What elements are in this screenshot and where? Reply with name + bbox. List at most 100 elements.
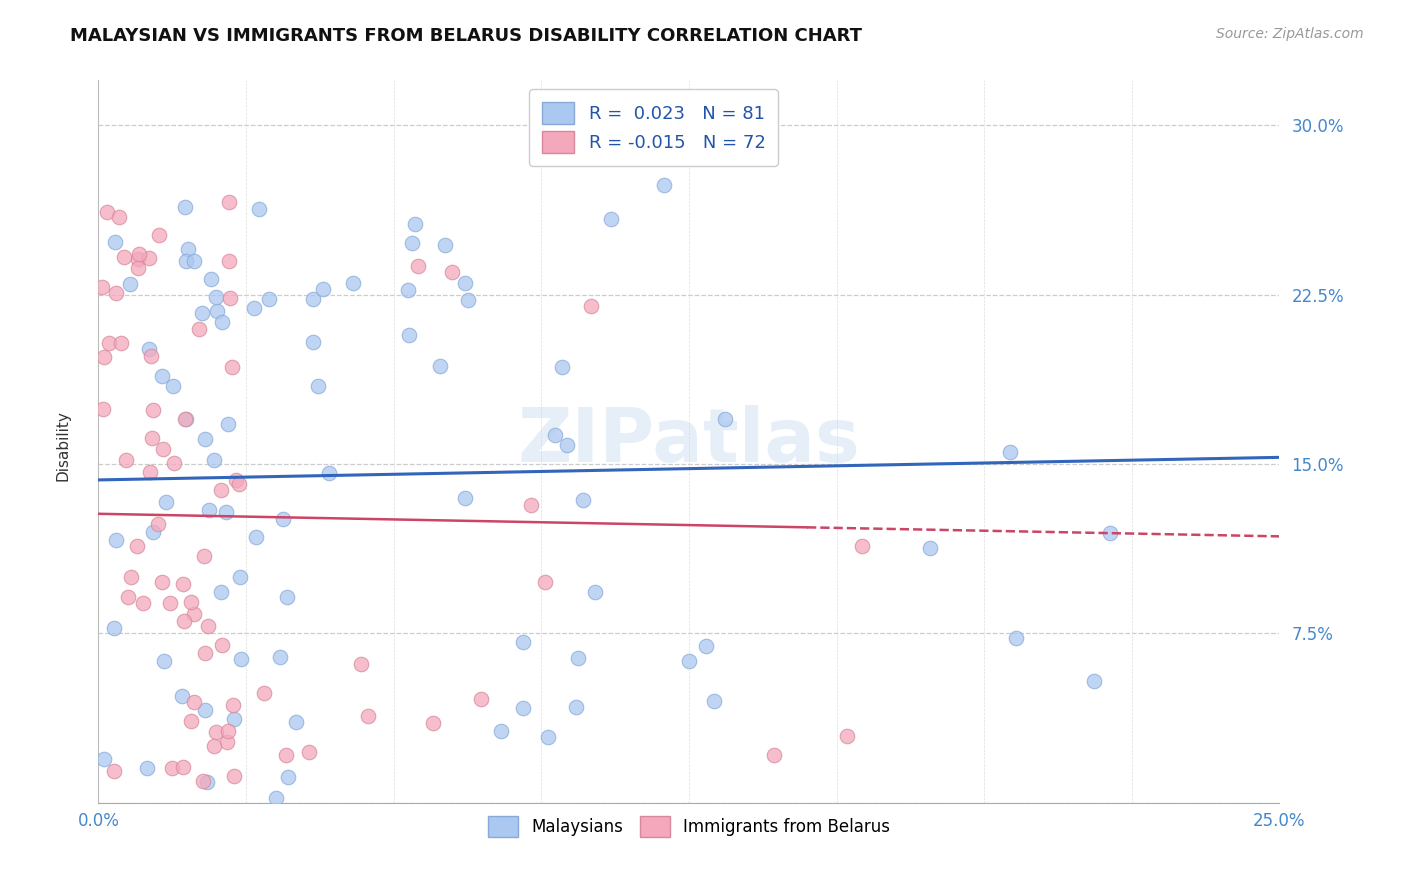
Point — [396, 283, 419, 297]
Point — [183, 254, 205, 268]
Point — [197, 619, 219, 633]
Point — [247, 202, 270, 216]
Point — [103, 764, 125, 778]
Point — [209, 585, 232, 599]
Point — [401, 235, 423, 250]
Point — [470, 692, 492, 706]
Point — [146, 516, 169, 531]
Point — [211, 315, 233, 329]
Point — [454, 277, 477, 291]
Point — [104, 235, 127, 249]
Point — [191, 306, 214, 320]
Point — [285, 714, 308, 729]
Text: MALAYSIAN VS IMMIGRANTS FROM BELARUS DISABILITY CORRELATION CHART: MALAYSIAN VS IMMIGRANTS FROM BELARUS DIS… — [70, 27, 862, 45]
Point — [318, 466, 340, 480]
Point — [195, 774, 218, 789]
Text: Source: ZipAtlas.com: Source: ZipAtlas.com — [1216, 27, 1364, 41]
Point — [350, 657, 373, 671]
Point — [200, 272, 222, 286]
Point — [170, 689, 193, 703]
Point — [110, 336, 132, 351]
Point — [217, 723, 239, 738]
Point — [356, 709, 378, 723]
Point — [312, 282, 335, 296]
Point — [404, 217, 426, 231]
Point — [703, 694, 725, 708]
Point — [567, 651, 589, 665]
Point — [180, 595, 202, 609]
Point — [202, 453, 225, 467]
Point — [194, 646, 217, 660]
Point — [1005, 632, 1028, 646]
Point — [214, 505, 236, 519]
Point — [520, 498, 543, 512]
Point — [117, 591, 139, 605]
Point — [138, 251, 160, 265]
Point — [162, 761, 184, 775]
Point — [264, 791, 287, 805]
Point — [173, 412, 195, 426]
Point — [118, 277, 141, 291]
Point — [512, 701, 534, 715]
Point — [221, 359, 243, 374]
Point — [141, 431, 163, 445]
Point — [652, 178, 675, 193]
Point — [453, 491, 475, 506]
Point — [108, 210, 131, 224]
Point — [1098, 525, 1121, 540]
Point — [678, 654, 700, 668]
Point — [142, 525, 165, 540]
Point — [229, 652, 252, 666]
Point — [127, 261, 149, 276]
Point — [125, 539, 148, 553]
Point — [139, 349, 162, 363]
Point — [209, 483, 232, 497]
Point — [104, 286, 127, 301]
Point — [217, 735, 239, 749]
Point — [762, 748, 785, 763]
Point — [193, 549, 215, 563]
Point — [198, 503, 221, 517]
Point — [599, 212, 621, 227]
Text: ZIPatlas: ZIPatlas — [517, 405, 860, 478]
Point — [152, 442, 174, 456]
Point — [142, 403, 165, 417]
Point — [148, 228, 170, 243]
Point — [173, 614, 195, 628]
Point — [112, 250, 135, 264]
Point — [103, 621, 125, 635]
Point — [534, 574, 557, 589]
Point — [162, 379, 184, 393]
Point — [90, 279, 112, 293]
Point — [132, 596, 155, 610]
Point — [172, 577, 194, 591]
Point — [172, 759, 194, 773]
Point — [298, 745, 321, 759]
Point — [150, 575, 173, 590]
Point — [433, 238, 456, 252]
Point — [429, 359, 451, 374]
Point — [211, 638, 233, 652]
Point — [177, 242, 200, 256]
Point — [96, 205, 118, 219]
Point — [277, 770, 299, 784]
Point — [1000, 445, 1022, 459]
Point — [222, 769, 245, 783]
Point — [544, 428, 567, 442]
Point — [218, 253, 240, 268]
Point — [302, 292, 325, 306]
Point — [228, 476, 250, 491]
Point — [271, 512, 294, 526]
Point — [245, 530, 267, 544]
Point — [194, 433, 217, 447]
Point — [159, 596, 181, 610]
Point — [259, 293, 281, 307]
Point — [91, 401, 114, 416]
Point — [276, 590, 298, 604]
Point — [440, 265, 463, 279]
Point — [93, 350, 115, 364]
Point — [269, 650, 291, 665]
Point — [398, 328, 420, 343]
Point — [307, 379, 329, 393]
Point — [920, 541, 942, 555]
